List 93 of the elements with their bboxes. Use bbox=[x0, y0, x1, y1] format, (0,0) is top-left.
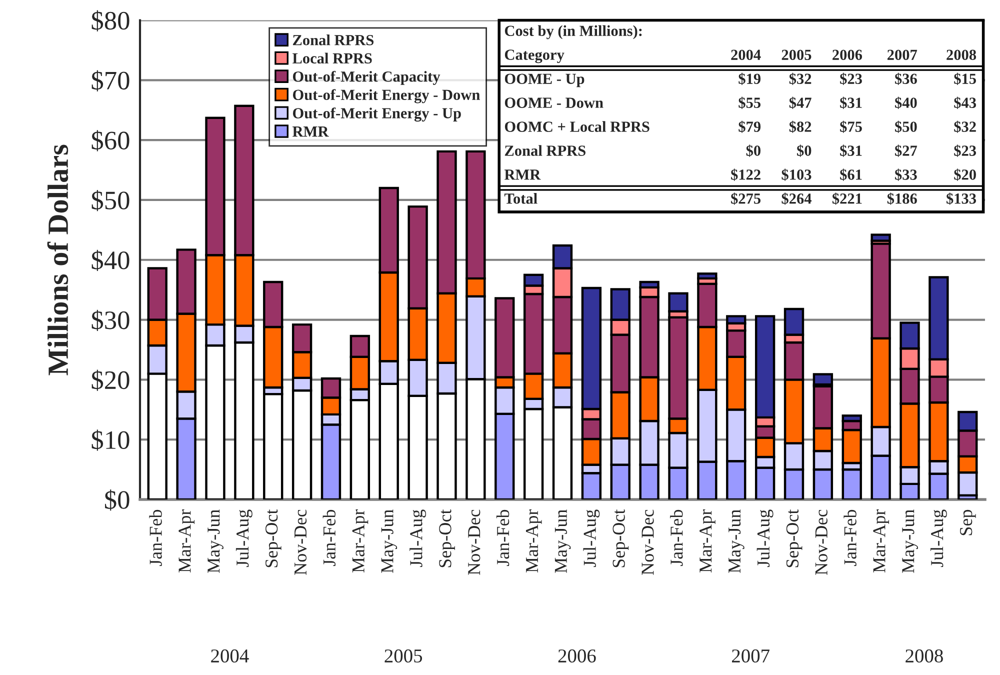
x-tick-label: Jan-Feb bbox=[322, 510, 336, 566]
annotation: $31 bbox=[840, 144, 862, 157]
x-tick-label: Nov-Dec bbox=[294, 510, 307, 575]
x-tick-label: Jul-Aug bbox=[756, 510, 774, 568]
x-tick-label: Sep-Oct bbox=[612, 509, 629, 568]
legend-label: Out-of-Merit Energy - Down bbox=[292, 89, 480, 104]
annotation: $275 bbox=[731, 192, 761, 205]
annotation: OOME - Down bbox=[504, 98, 604, 108]
annotation: $79 bbox=[738, 120, 761, 133]
x-tick-label: Nov-Dec bbox=[468, 510, 480, 575]
x-tick-label: Sep-Oct bbox=[786, 509, 802, 568]
annotation: $32 bbox=[954, 120, 976, 133]
x-tick-label: Sep bbox=[960, 510, 976, 536]
x-tick-label: Jul-Aug bbox=[410, 510, 426, 568]
y-tick-label: $60 bbox=[92, 130, 130, 152]
x-tick-label: Jan-Feb bbox=[670, 510, 683, 566]
annotation: $55 bbox=[738, 96, 761, 109]
x-tick-label: Mar-Apr bbox=[873, 509, 890, 573]
annotation: Category bbox=[504, 50, 564, 64]
x-tick-label: May-Jun bbox=[554, 510, 571, 573]
annotation: $23 bbox=[840, 72, 862, 85]
annotation: $0 bbox=[746, 144, 760, 157]
annotation: Zonal RPRS bbox=[504, 145, 586, 156]
x-tick-label: Jul-Aug bbox=[583, 510, 600, 568]
annotation: Cost by (in Millions): bbox=[504, 25, 642, 40]
text: 2007 bbox=[732, 649, 770, 663]
legend-label: Local RPRS bbox=[292, 52, 372, 64]
annotation: OOME - Up bbox=[504, 74, 584, 88]
y-tick-label: $30 bbox=[92, 310, 130, 331]
annotation: $186 bbox=[887, 192, 917, 205]
annotation: $36 bbox=[895, 72, 917, 85]
legend-label: RMR bbox=[292, 126, 329, 137]
annotation: 2006 bbox=[832, 50, 862, 60]
annotation: $0 bbox=[797, 144, 812, 157]
annotation: 2008 bbox=[946, 50, 976, 60]
x-tick-label: May-Jun bbox=[902, 510, 918, 573]
x-tick-label: Nov-Dec bbox=[642, 510, 654, 575]
y-axis-title: Millions of Dollars bbox=[47, 144, 68, 376]
x-tick-label: Mar-Apr bbox=[178, 509, 194, 573]
annotation: $264 bbox=[782, 192, 812, 205]
y-tick-label: $20 bbox=[92, 370, 130, 391]
x-tick-label: Jan-Feb bbox=[844, 510, 856, 566]
x-tick-label: Jan-Feb bbox=[149, 510, 162, 566]
legend-label: Out-of-Merit Energy - Up bbox=[292, 107, 461, 122]
text: 2004 bbox=[211, 649, 249, 663]
annotation: $122 bbox=[731, 168, 760, 181]
y-tick-label: $10 bbox=[92, 430, 130, 451]
annotation: OOMC + Local RPRS bbox=[504, 121, 650, 132]
annotation: $20 bbox=[954, 168, 976, 181]
y-tick-label: $80 bbox=[92, 10, 130, 32]
annotation: $19 bbox=[738, 72, 761, 85]
x-tick-label: Jul-Aug bbox=[236, 510, 252, 568]
annotation: $31 bbox=[840, 96, 862, 109]
annotation: $15 bbox=[954, 72, 976, 85]
text: 2008 bbox=[906, 649, 943, 663]
x-tick-label: Mar-Apr bbox=[700, 509, 716, 573]
legend-label: Out-of-Merit Capacity bbox=[292, 70, 440, 85]
annotation: $33 bbox=[895, 168, 917, 181]
annotation: $75 bbox=[840, 120, 862, 133]
x-tick-label: May-Jun bbox=[381, 510, 398, 573]
annotation: Total bbox=[504, 193, 538, 204]
annotation: $82 bbox=[789, 120, 812, 133]
annotation: $32 bbox=[789, 72, 812, 85]
text: 2006 bbox=[558, 649, 596, 663]
text: 2005 bbox=[384, 649, 422, 663]
y-tick-label: $50 bbox=[92, 190, 130, 212]
annotation: $221 bbox=[832, 192, 862, 205]
x-tick-label: Nov-Dec bbox=[815, 510, 828, 575]
x-tick-label: Sep-Oct bbox=[266, 509, 282, 568]
y-tick-label: $40 bbox=[92, 250, 130, 272]
x-tick-label: Sep-Oct bbox=[439, 509, 455, 568]
x-tick-label: Mar-Apr bbox=[526, 509, 542, 573]
x-tick-label: Mar-Apr bbox=[352, 509, 368, 573]
annotation: $50 bbox=[895, 120, 917, 133]
x-tick-label: Jan-Feb bbox=[496, 510, 510, 566]
x-tick-label: May-Jun bbox=[208, 510, 224, 573]
annotation: $103 bbox=[782, 168, 812, 181]
annotation: $40 bbox=[895, 96, 917, 109]
annotation: 2004 bbox=[731, 50, 761, 60]
annotation: $47 bbox=[789, 96, 812, 109]
y-tick-label: $70 bbox=[92, 70, 130, 92]
x-tick-label: May-Jun bbox=[728, 510, 744, 573]
legend-label: Zonal RPRS bbox=[292, 34, 374, 46]
annotation: $43 bbox=[954, 96, 976, 109]
annotation: $133 bbox=[946, 192, 976, 205]
annotation: $27 bbox=[895, 144, 918, 157]
y-tick-label: $0 bbox=[105, 490, 130, 511]
annotation: $23 bbox=[954, 144, 976, 157]
annotation: RMR bbox=[504, 170, 541, 180]
annotation: 2007 bbox=[887, 50, 918, 60]
x-tick-label: Jul-Aug bbox=[930, 510, 947, 568]
annotation: 2005 bbox=[782, 50, 812, 60]
annotation: $61 bbox=[840, 168, 862, 181]
